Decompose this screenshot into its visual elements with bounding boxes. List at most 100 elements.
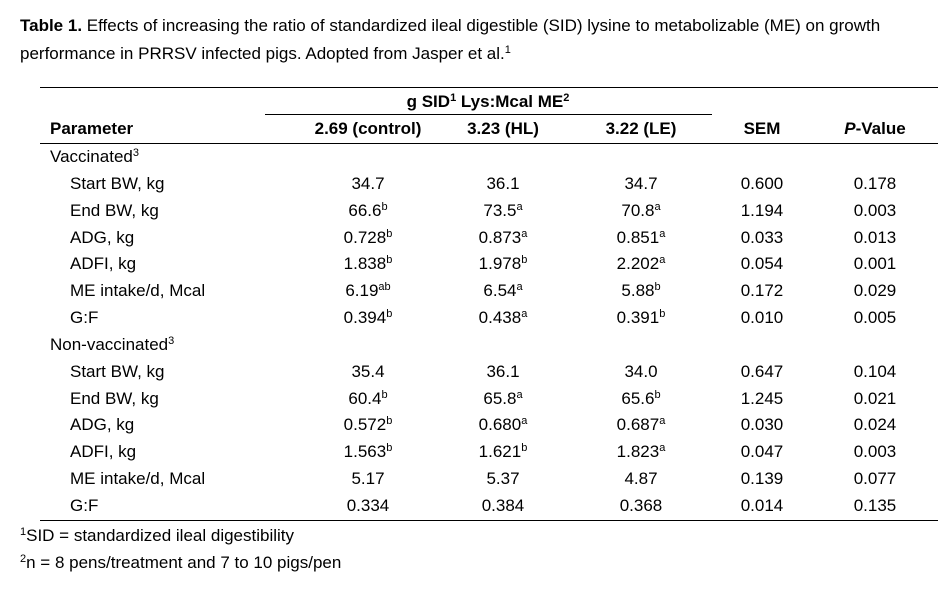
cell: 0.003: [853, 442, 897, 462]
cell: 0.135: [853, 495, 897, 515]
column-header: 3.23 (HL): [403, 119, 603, 139]
cell-text: 65.6: [621, 388, 655, 408]
superscript: 3: [168, 334, 175, 347]
cell-text: 73.5: [483, 200, 517, 220]
cell-text: 5.88: [621, 281, 655, 301]
row-label: G:F: [70, 308, 99, 327]
cell: 1.245: [740, 388, 784, 408]
cell-text: 0.438: [478, 308, 522, 327]
cell: 70.8a: [541, 201, 741, 221]
cell-text: 0.687: [616, 415, 660, 435]
cell-text: Non-vaccinated: [50, 334, 169, 354]
cell: 0.172: [740, 281, 784, 301]
superscript: a: [521, 415, 528, 428]
cell-text: 2.69 (control): [314, 119, 422, 138]
cell: 65.8a: [403, 389, 603, 409]
cell-text: 0.873: [478, 227, 522, 247]
cell: 60.4b: [268, 389, 468, 409]
row-label: ME intake/d, Mcal: [70, 469, 206, 488]
superscript: b: [386, 442, 393, 455]
cell: 0.334: [346, 495, 390, 515]
cell-text: 0.394: [343, 308, 387, 327]
superscript: b: [659, 308, 666, 320]
cell: 0.178: [853, 174, 897, 193]
footnote: 1SID = standardized ileal digestibility: [20, 526, 294, 546]
superscript: b: [386, 227, 393, 240]
column-header: 3.22 (LE): [541, 119, 741, 139]
superscript: b: [386, 254, 393, 267]
column-header: P-Value: [775, 119, 951, 139]
cell: 0.394b: [268, 308, 468, 328]
cell: 0.728b: [268, 228, 468, 248]
cell-text: -Value: [855, 119, 906, 138]
section-label: Non-vaccinated3: [50, 335, 174, 355]
cell: 1.978b: [403, 254, 603, 274]
superscript: b: [381, 388, 388, 401]
cell-text: 70.8: [621, 200, 655, 220]
cell-text: 0.572: [343, 415, 387, 435]
superscript: 1: [450, 92, 457, 104]
cell: 0.687a: [541, 415, 741, 435]
cell: 0.391b: [541, 308, 741, 328]
superscript: b: [386, 415, 393, 428]
superscript: b: [654, 281, 661, 294]
superscript: 2: [563, 92, 570, 104]
cell-text: Parameter: [50, 119, 134, 138]
superscript: 3: [132, 147, 139, 159]
footnote-text: SID = standardized ileal digestibility: [26, 526, 295, 545]
cell: 0.005: [853, 308, 897, 327]
superscript: b: [521, 254, 528, 267]
cell: 0.077: [853, 469, 897, 488]
cell: 0.030: [740, 415, 784, 435]
cell-text: 60.4: [348, 388, 382, 408]
cell: 0.680a: [403, 415, 603, 435]
caption-text: Effects of increasing the ratio of stand…: [20, 16, 881, 63]
footnote-mark: 2: [20, 553, 27, 565]
superscript: ab: [378, 281, 391, 294]
superscript: b: [381, 200, 388, 213]
cell-text: 0.851: [616, 227, 660, 247]
table-caption: Table 1. Effects of increasing the ratio…: [20, 12, 945, 68]
cell: 0.600: [740, 174, 784, 193]
superscript: a: [654, 200, 661, 213]
cell: 0.104: [853, 361, 897, 381]
superscript: a: [659, 415, 666, 428]
italic-text: P: [844, 119, 856, 138]
cell: 0.033: [740, 227, 784, 247]
cell-text: 1.838: [343, 254, 387, 274]
column-header: Parameter: [50, 119, 133, 139]
superscript: a: [659, 254, 666, 267]
section-label: Vaccinated3: [50, 147, 139, 167]
cell-text: 0.728: [343, 227, 387, 247]
superscript: a: [521, 227, 528, 240]
cell: 1.621b: [403, 442, 603, 462]
cell: 1.194: [740, 200, 784, 220]
column-header: SEM: [662, 119, 862, 139]
cell: 0.873a: [403, 228, 603, 248]
superscript: a: [516, 388, 523, 401]
cell: 34.0: [624, 361, 658, 381]
cell: 4.87: [624, 469, 658, 488]
cell-text: 3.22 (LE): [605, 119, 677, 138]
cell-text: Vaccinated: [50, 147, 133, 166]
row-label: ADFI, kg: [70, 442, 137, 462]
cell: 36.1: [486, 174, 520, 193]
superscript: b: [654, 388, 661, 401]
cell-text: 65.8: [483, 388, 517, 408]
footnote-mark: 1: [20, 526, 27, 538]
cell: 0.029: [853, 281, 897, 301]
cell-text: 2.202: [616, 254, 660, 274]
cell-text: 66.6: [348, 200, 382, 220]
cell: 35.4: [351, 361, 385, 381]
superscript: a: [659, 227, 666, 240]
cell: 0.368: [619, 495, 663, 515]
group-rule: [265, 114, 712, 115]
cell: 0.438a: [403, 308, 603, 328]
caption-label: Table 1.: [20, 16, 83, 35]
cell: 5.17: [351, 469, 385, 488]
cell-text: 3.23 (HL): [467, 119, 539, 138]
footnote-text: n = 8 pens/treatment and 7 to 10 pigs/pe…: [26, 553, 342, 572]
row-label: Start BW, kg: [70, 361, 165, 381]
cell: 36.1: [486, 361, 520, 381]
